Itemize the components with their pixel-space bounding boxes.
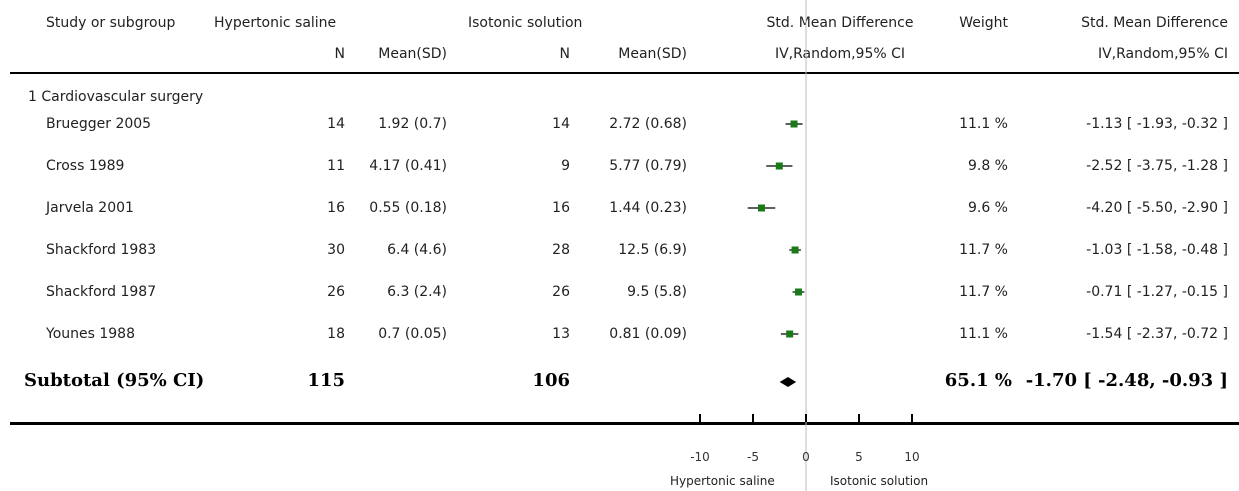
study-n2: 9 — [561, 158, 570, 174]
study-mean-sd2: 12.5 (6.9) — [618, 242, 687, 258]
header-effect-method: IV,Random,95% CI — [774, 46, 906, 62]
study-n2: 26 — [552, 284, 570, 300]
header-mean-sd2: Mean(SD) — [618, 46, 687, 62]
x-tick-label: 5 — [855, 450, 863, 464]
header-study: Study or subgroup — [46, 15, 176, 31]
header-rule — [10, 72, 1239, 74]
effect-marker — [790, 120, 798, 128]
study-name: Jarvela 2001 — [46, 200, 134, 216]
study-mean-sd2: 0.81 (0.09) — [609, 326, 687, 342]
study-n1: 11 — [327, 158, 345, 174]
effect-marker — [794, 288, 802, 296]
study-mean-sd2: 9.5 (5.8) — [627, 284, 687, 300]
effect-marker — [775, 162, 783, 170]
header-result-title: Std. Mean Difference — [1081, 15, 1228, 31]
study-name: Cross 1989 — [46, 158, 125, 174]
header-effect-title: Std. Mean Difference — [766, 15, 914, 31]
study-n1: 16 — [327, 200, 345, 216]
study-weight: 11.1 % — [959, 116, 1008, 132]
bottom-rule — [10, 422, 1239, 425]
study-mean-sd1: 6.3 (2.4) — [387, 284, 447, 300]
study-name: Bruegger 2005 — [46, 116, 152, 132]
study-weight: 11.7 % — [959, 242, 1008, 258]
subtotal-n2: 106 — [532, 370, 570, 391]
pooled-diamond — [779, 377, 797, 387]
study-weight: 11.1 % — [959, 326, 1008, 342]
x-tick-label: -5 — [747, 450, 759, 464]
study-n2: 28 — [552, 242, 570, 258]
subgroup-title: 1 Cardiovascular surgery — [28, 89, 204, 105]
study-ci: -1.03 [ -1.58, -0.48 ] — [1086, 242, 1228, 258]
study-mean-sd1: 1.92 (0.7) — [378, 116, 447, 132]
effect-marker — [791, 246, 799, 254]
study-name: Younes 1988 — [46, 326, 135, 342]
study-weight: 9.8 % — [967, 158, 1008, 174]
effect-marker — [786, 330, 794, 338]
study-name: Shackford 1987 — [46, 284, 157, 300]
header-n1: N — [334, 46, 345, 62]
study-ci: -2.52 [ -3.75, -1.28 ] — [1086, 158, 1228, 174]
axis-left-label: Hypertonic saline — [670, 474, 775, 488]
header-group1: Hypertonic saline — [214, 15, 337, 31]
subtotal-weight: 65.1 % — [944, 370, 1012, 391]
study-name: Shackford 1983 — [46, 242, 157, 258]
header-group2: Isotonic solution — [468, 15, 583, 31]
study-mean-sd2: 1.44 (0.23) — [609, 200, 687, 216]
study-mean-sd1: 6.4 (4.6) — [387, 242, 447, 258]
study-n1: 14 — [327, 116, 345, 132]
subtotal-label: Subtotal (95% CI) — [24, 370, 205, 391]
header-result-method: IV,Random,95% CI — [1097, 46, 1228, 62]
study-weight: 11.7 % — [959, 284, 1008, 300]
study-n2: 13 — [552, 326, 570, 342]
study-mean-sd1: 0.7 (0.05) — [378, 326, 447, 342]
study-ci: -1.13 [ -1.93, -0.32 ] — [1086, 116, 1228, 132]
study-n1: 26 — [327, 284, 345, 300]
subtotal-ci: -1.70 [ -2.48, -0.93 ] — [1025, 370, 1228, 391]
header-n2: N — [559, 46, 570, 62]
study-mean-sd2: 5.77 (0.79) — [609, 158, 687, 174]
study-n1: 18 — [327, 326, 345, 342]
study-n2: 16 — [552, 200, 570, 216]
subtotal-n1: 115 — [307, 370, 345, 391]
study-ci: -1.54 [ -2.37, -0.72 ] — [1086, 326, 1228, 342]
study-weight: 9.6 % — [967, 200, 1008, 216]
axis-right-label: Isotonic solution — [830, 474, 929, 488]
study-ci: -4.20 [ -5.50, -2.90 ] — [1086, 200, 1228, 216]
x-tick-label: 10 — [904, 450, 919, 464]
header-mean-sd1: Mean(SD) — [378, 46, 447, 62]
header-weight: Weight — [959, 15, 1008, 31]
x-tick-label: -10 — [690, 450, 710, 464]
study-n1: 30 — [327, 242, 345, 258]
study-n2: 14 — [552, 116, 570, 132]
effect-marker — [757, 204, 765, 212]
study-mean-sd1: 4.17 (0.41) — [369, 158, 447, 174]
x-tick-label: 0 — [802, 450, 810, 464]
study-ci: -0.71 [ -1.27, -0.15 ] — [1086, 284, 1228, 300]
study-mean-sd2: 2.72 (0.68) — [609, 116, 687, 132]
study-mean-sd1: 0.55 (0.18) — [369, 200, 447, 216]
